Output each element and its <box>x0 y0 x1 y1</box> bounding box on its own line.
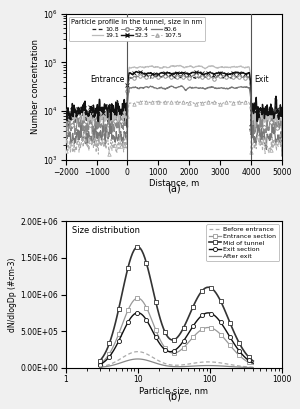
Exit section <box>179 342 182 347</box>
Text: (b): (b) <box>167 391 181 401</box>
Line: Entrance section: Entrance section <box>98 296 255 366</box>
Exit section <box>98 362 102 367</box>
Text: Size distribution: Size distribution <box>72 226 140 235</box>
Mid of tunnel <box>135 245 139 249</box>
Mid of tunnel <box>241 346 244 351</box>
Before entrance <box>245 364 249 369</box>
Entrance section <box>135 296 139 301</box>
Mid of tunnel <box>251 359 255 364</box>
Text: (a): (a) <box>167 183 181 193</box>
After exit <box>245 365 249 370</box>
Entrance section <box>241 356 244 361</box>
Y-axis label: Number concentration: Number concentration <box>31 39 40 134</box>
Text: Entrance: Entrance <box>90 75 124 84</box>
After exit <box>241 365 244 370</box>
Before entrance <box>135 349 139 354</box>
Line: Exit section: Exit section <box>98 311 255 366</box>
Mid of tunnel <box>128 260 131 265</box>
Entrance section <box>134 296 137 301</box>
Mid of tunnel <box>245 353 249 357</box>
After exit <box>191 364 195 369</box>
Line: After exit: After exit <box>100 359 253 368</box>
After exit <box>179 364 182 369</box>
X-axis label: Particle size, nm: Particle size, nm <box>139 387 208 396</box>
Mid of tunnel <box>179 331 182 336</box>
Exit section <box>191 324 195 329</box>
Line: Before entrance: Before entrance <box>100 352 253 367</box>
After exit <box>251 365 255 370</box>
After exit <box>135 357 139 362</box>
Before entrance <box>241 364 244 369</box>
Legend: 10.8, 19.1, 29.4, 52.3, 80.6, 107.5: 10.8, 19.1, 29.4, 52.3, 80.6, 107.5 <box>69 17 205 41</box>
Entrance section <box>245 359 249 364</box>
Exit section <box>245 357 249 362</box>
After exit <box>128 357 131 362</box>
Before entrance <box>191 361 195 366</box>
Exit section <box>135 310 139 315</box>
Entrance section <box>179 348 182 353</box>
Entrance section <box>128 305 131 310</box>
Line: Mid of tunnel: Mid of tunnel <box>98 245 255 363</box>
Before entrance <box>98 364 102 369</box>
X-axis label: Distance, m: Distance, m <box>148 180 199 189</box>
Mid of tunnel <box>98 358 102 363</box>
Legend: Before entrance, Entrance section, Mid of tunnel, Exit section, After exit: Before entrance, Entrance section, Mid o… <box>206 225 279 261</box>
Y-axis label: dN/dlogDp (#cm-3): dN/dlogDp (#cm-3) <box>8 257 17 332</box>
Entrance section <box>98 361 102 366</box>
Before entrance <box>128 351 131 356</box>
Mid of tunnel <box>191 305 195 310</box>
Entrance section <box>191 335 195 340</box>
Mid of tunnel <box>134 245 137 250</box>
Exit section <box>128 317 131 322</box>
Before entrance <box>251 365 255 370</box>
After exit <box>98 365 102 370</box>
Entrance section <box>251 362 255 367</box>
After exit <box>134 357 137 362</box>
Exit section <box>251 361 255 366</box>
Exit section <box>134 311 137 316</box>
Before entrance <box>134 349 137 354</box>
Exit section <box>241 352 244 357</box>
Text: Exit: Exit <box>254 75 269 84</box>
Before entrance <box>179 363 182 368</box>
